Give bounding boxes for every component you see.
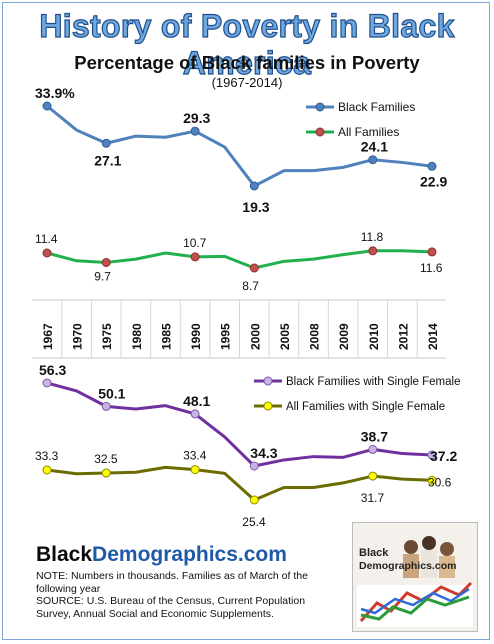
series-line-all-single-female [46, 465, 433, 502]
data-point-all-single-female [101, 468, 111, 478]
data-point-all-families [101, 257, 111, 267]
x-tick-label: 1975 [100, 323, 114, 350]
data-point-black-families [190, 126, 200, 136]
data-point-all-families [368, 246, 378, 256]
data-label: 8.7 [242, 279, 259, 293]
legend-black-single-female-marker [263, 376, 273, 386]
legend-black-families-marker [315, 102, 325, 112]
x-tick-label: 2000 [248, 323, 262, 350]
legend-all-single-female-label: All Families with Single Female [286, 401, 445, 413]
chart-frame [2, 2, 490, 640]
x-tick-label: 2014 [426, 323, 440, 350]
data-point-black-single-female [368, 444, 378, 454]
data-label: 24.1 [361, 139, 388, 155]
data-point-all-single-female [190, 465, 200, 475]
data-point-black-single-female [101, 401, 111, 411]
x-tick-label: 1990 [189, 323, 203, 350]
data-label: 33.3 [35, 449, 59, 463]
data-point-black-families [368, 155, 378, 165]
data-point-all-single-female [249, 495, 259, 505]
brand-demographics-text: Demographics.com [92, 543, 287, 566]
year-range-label: (1967-2014) [211, 75, 283, 90]
x-tick-label: 1995 [219, 323, 233, 350]
series-line-all-families [46, 249, 433, 270]
brand-black-text: Black [36, 543, 93, 566]
legend-all-families-label: All Families [338, 125, 399, 139]
data-label: 22.9 [420, 173, 447, 189]
x-tick-label: 2005 [278, 323, 292, 350]
data-label: 33.9% [35, 85, 75, 101]
data-point-black-single-female [190, 409, 200, 419]
data-point-black-families [42, 101, 52, 111]
x-tick-label: 2009 [337, 323, 351, 350]
data-point-all-families [427, 247, 437, 257]
data-point-black-families [249, 181, 259, 191]
data-point-black-single-female [427, 450, 437, 460]
data-point-all-families [190, 252, 200, 262]
data-label: 29.3 [183, 110, 210, 126]
data-label: 10.7 [183, 236, 207, 250]
x-tick-label: 2008 [308, 323, 322, 350]
data-label: 30.6 [428, 475, 452, 489]
main-title: History of Poverty in Black America [39, 7, 455, 81]
data-label: 11.4 [35, 232, 58, 246]
data-point-black-families [101, 138, 111, 148]
x-tick-label: 1985 [159, 323, 173, 350]
x-tick-label: 2010 [367, 323, 381, 350]
data-label: 9.7 [94, 269, 111, 283]
data-point-black-single-female [249, 461, 259, 471]
series-line-black-single-female [46, 381, 433, 468]
data-point-all-single-female [427, 475, 437, 485]
x-tick-label: 1967 [41, 323, 55, 350]
data-point-all-families [249, 263, 259, 273]
data-label: 48.1 [183, 393, 210, 409]
data-label: 56.3 [39, 362, 66, 378]
legend-black-single-female-label: Black Families with Single Female [286, 376, 460, 388]
legend-all-families-marker [315, 127, 325, 137]
legend-black-families-label: Black Families [338, 100, 415, 114]
data-label: 34.3 [250, 445, 277, 461]
data-point-all-single-female [42, 465, 52, 475]
data-label: 11.6 [420, 261, 443, 275]
logo-text-black: Black [359, 547, 389, 559]
chart-subtitle: Percentage of Black families in Poverty [74, 52, 420, 73]
data-point-black-single-female [42, 378, 52, 388]
series-line-black-families [46, 104, 433, 188]
black-demographics-logo: Black Demographics.com [352, 522, 478, 632]
x-tick-label: 2012 [396, 323, 410, 350]
data-label: 38.7 [361, 428, 388, 444]
data-point-black-families [427, 161, 437, 171]
data-label: 37.2 [430, 448, 457, 464]
data-label: 25.4 [242, 515, 266, 529]
data-label: 11.8 [361, 230, 384, 244]
data-label: 50.1 [98, 385, 125, 401]
data-point-all-single-female [368, 471, 378, 481]
data-label: 19.3 [242, 199, 269, 215]
brand-wordmark: BlackDemographics.com [36, 543, 287, 567]
data-label: 33.4 [183, 449, 207, 463]
x-tick-label: 1970 [71, 323, 85, 350]
data-label: 31.7 [361, 491, 385, 505]
x-tick-label: 1980 [130, 323, 144, 350]
source-note: NOTE: Numbers in thousands. Families as … [36, 570, 308, 620]
data-label: 27.1 [94, 152, 121, 168]
data-point-all-families [42, 248, 52, 258]
logo-text-demographics: Demographics.com [359, 560, 457, 572]
data-label: 32.5 [94, 452, 118, 466]
legend-all-single-female-marker [263, 401, 273, 411]
